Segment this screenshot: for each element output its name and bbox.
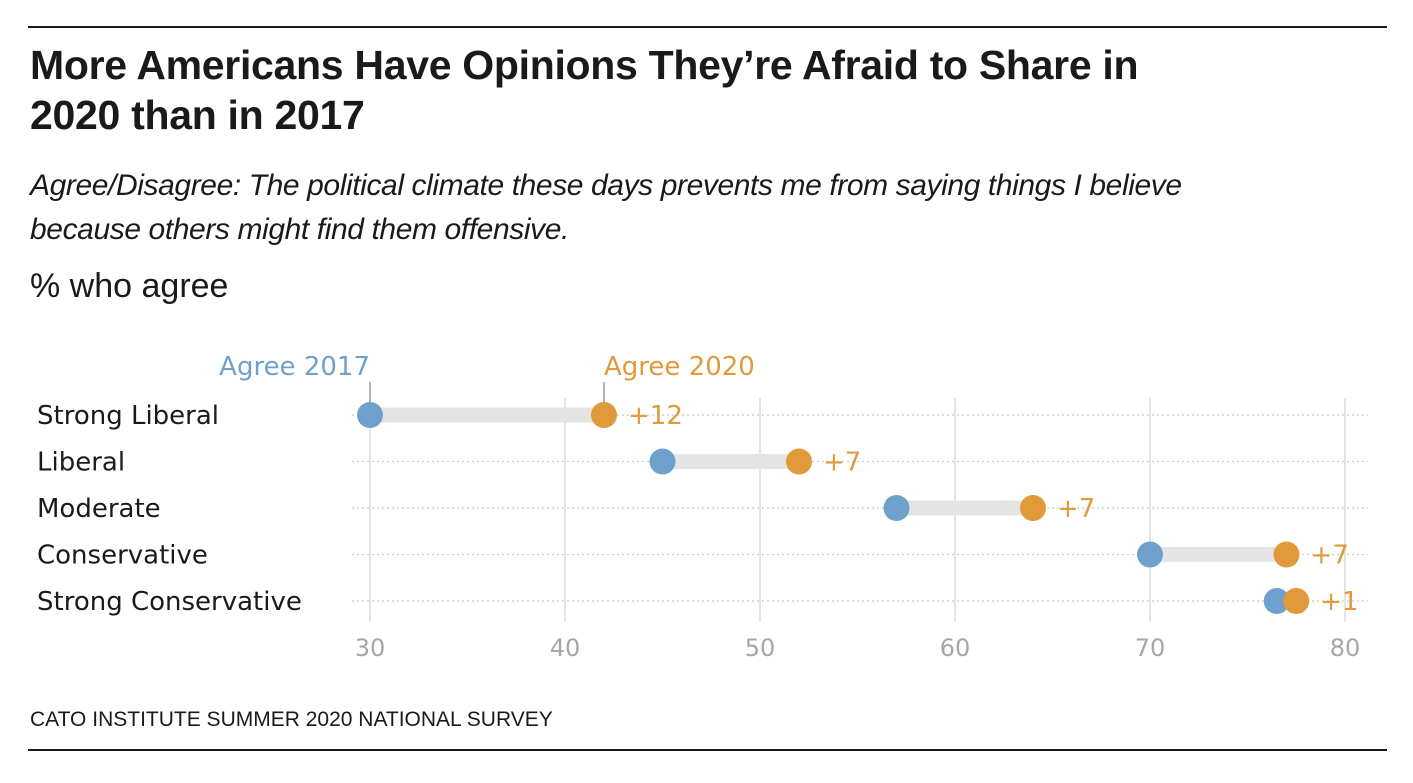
difference-label: +12 (628, 401, 683, 431)
category-label: Conservative (37, 541, 208, 571)
point-agree-2017 (883, 495, 910, 521)
legend-agree-2017: Agree 2017 (219, 352, 370, 382)
point-agree-2020 (1273, 541, 1300, 568)
point-agree-2020 (591, 402, 617, 428)
x-tick-label: 50 (745, 634, 776, 662)
difference-label: +7 (1311, 541, 1349, 571)
x-tick-label: 70 (1135, 634, 1166, 662)
legend-agree-2020: Agree 2020 (604, 352, 755, 382)
point-agree-2017 (1263, 588, 1290, 614)
point-agree-2020 (1020, 495, 1046, 521)
chart-subtitle: Agree/Disagree: The political climate th… (30, 169, 1182, 246)
x-axis: 30 40 50 60 70 80 (355, 634, 1361, 662)
point-agree-2020 (786, 448, 812, 475)
category-label: Liberal (37, 448, 125, 478)
difference-label: +1 (1320, 587, 1358, 617)
difference-label: +7 (1057, 494, 1095, 524)
x-tick-label: 40 (550, 634, 581, 662)
top-rule (28, 26, 1387, 28)
point-agree-2017 (1137, 541, 1163, 568)
point-agree-2017 (357, 402, 383, 428)
category-label: Strong Liberal (37, 401, 219, 431)
x-tick-label: 60 (940, 634, 971, 662)
dumbbell-chart: Agree 2017 Agree 2020 Strong Liberal +12 Li… (37, 352, 1368, 662)
x-tick-label: 80 (1330, 634, 1361, 662)
chart-rows: Strong Liberal +12 Liberal +7 Moderate +7 Cons… (37, 401, 1368, 617)
source-note: CATO INSTITUTE SUMMER 2020 NATIONAL SURV… (30, 708, 553, 731)
legend: Agree 2017 Agree 2020 (219, 352, 755, 406)
category-label: Moderate (37, 494, 161, 524)
unit-label: % who agree (30, 267, 229, 305)
gridlines (369, 398, 1346, 622)
category-label: Strong Conservative (37, 587, 302, 617)
difference-label: +7 (823, 448, 861, 478)
bottom-rule (28, 749, 1387, 751)
x-tick-label: 30 (355, 634, 386, 662)
point-agree-2017 (649, 448, 676, 475)
chart-title: More Americans Have Opinions They’re Afr… (30, 42, 1139, 138)
point-agree-2020 (1283, 588, 1310, 614)
